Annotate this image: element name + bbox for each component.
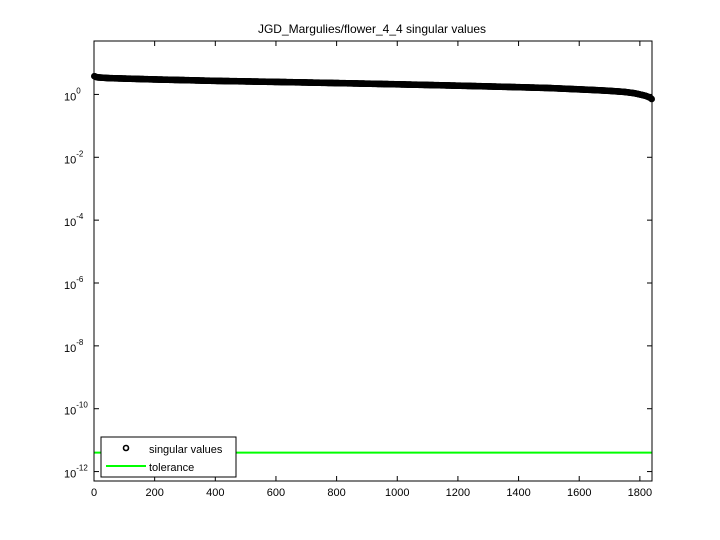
y-tick-exponent: -12 xyxy=(76,464,88,473)
chart-title: JGD_Margulies/flower_4_4 singular values xyxy=(258,22,486,36)
y-tick-label: 10-6 xyxy=(64,275,84,292)
y-tick-exponent: -4 xyxy=(76,212,84,221)
y-tick-label: 10-2 xyxy=(64,149,84,166)
x-tick-label: 1400 xyxy=(506,487,530,499)
y-tick-label: 10-10 xyxy=(64,401,88,418)
x-tick-label: 1800 xyxy=(628,487,652,499)
singular-values-markers xyxy=(91,72,655,103)
y-tick-base: 10 xyxy=(64,469,76,481)
x-tick-label: 1000 xyxy=(385,487,409,499)
legend-marker-singular-values xyxy=(122,444,130,452)
legend-label-singular-values: singular values xyxy=(149,444,223,456)
plot-area-frame xyxy=(93,40,653,482)
x-tick-label: 1600 xyxy=(567,487,591,499)
y-tick-base: 10 xyxy=(64,154,76,166)
y-tick-label: 10-4 xyxy=(64,212,84,229)
y-tick-label: 100 xyxy=(64,86,81,103)
y-tick-base: 10 xyxy=(64,406,76,418)
y-tick-label: 10-12 xyxy=(64,464,88,481)
y-tick-exponent: 0 xyxy=(76,86,81,95)
legend-label-tolerance: tolerance xyxy=(149,462,194,474)
x-tick-label: 800 xyxy=(327,487,345,499)
legend-box xyxy=(100,436,237,478)
y-tick-base: 10 xyxy=(64,91,76,103)
y-tick-exponent: -8 xyxy=(76,338,84,347)
legend: singular values tolerance xyxy=(100,436,237,478)
x-tick-label: 600 xyxy=(267,487,285,499)
data-series xyxy=(91,72,655,454)
y-tick-exponent: -10 xyxy=(76,401,88,410)
y-tick-base: 10 xyxy=(64,280,76,292)
x-tick-label: 400 xyxy=(206,487,224,499)
x-tick-label: 0 xyxy=(91,487,97,499)
x-tick-label: 200 xyxy=(145,487,163,499)
axis-ticks: 0 200 400 600 800 1000 1200 1400 1600 180010010-2… xyxy=(64,41,652,499)
y-tick-exponent: -2 xyxy=(76,149,84,158)
x-tick-label: 1200 xyxy=(446,487,470,499)
y-tick-label: 10-8 xyxy=(64,338,84,355)
y-tick-base: 10 xyxy=(64,343,76,355)
y-tick-exponent: -6 xyxy=(76,275,84,284)
y-tick-base: 10 xyxy=(64,217,76,229)
